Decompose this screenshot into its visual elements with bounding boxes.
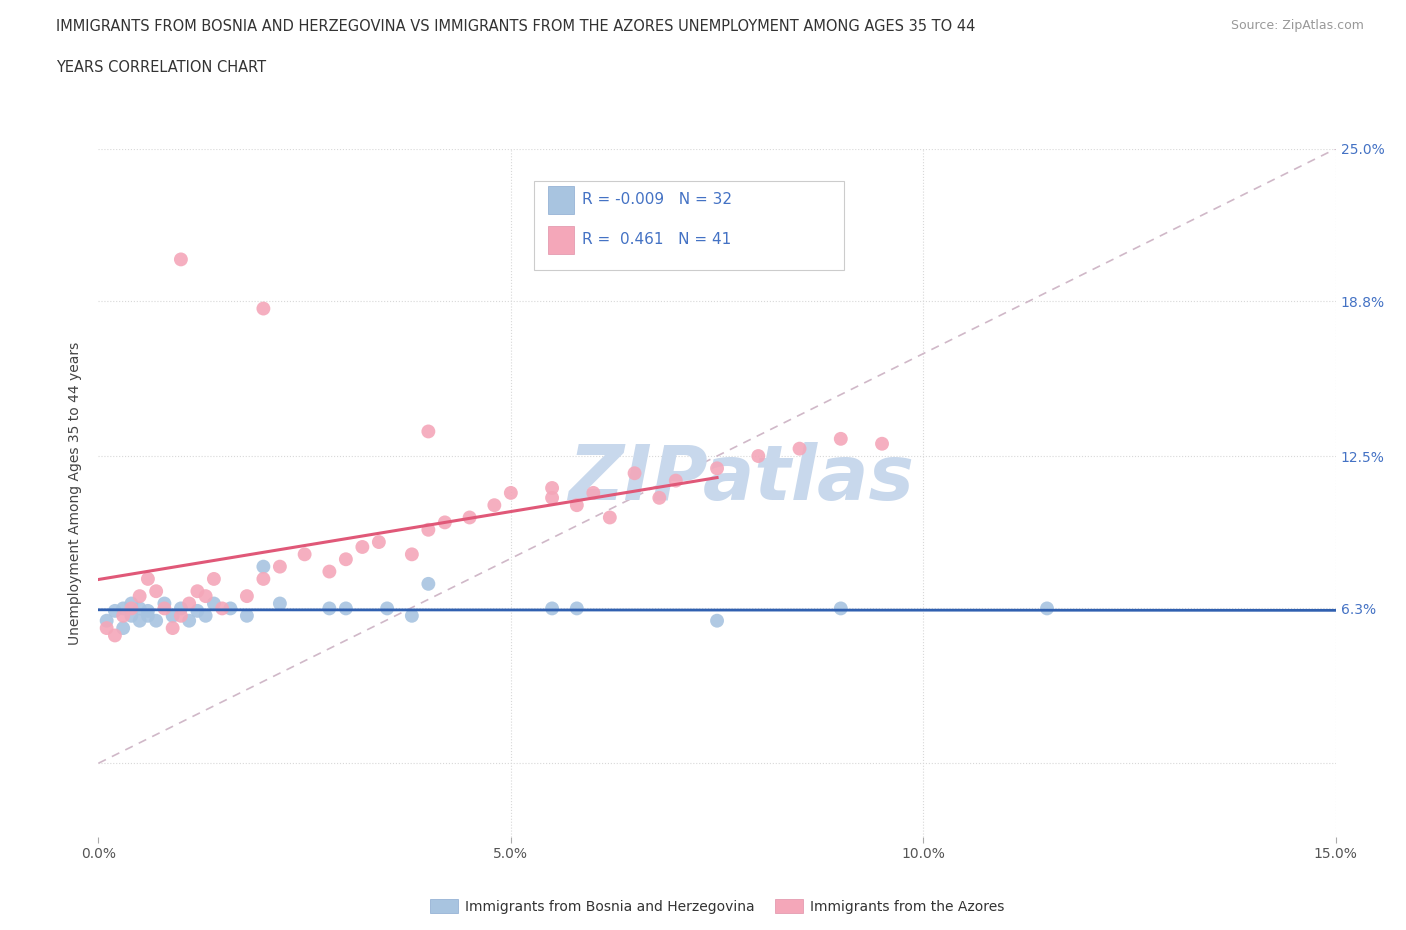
Point xyxy=(179,596,201,611)
Point xyxy=(318,601,340,616)
Text: Source: ZipAtlas.com: Source: ZipAtlas.com xyxy=(1230,19,1364,32)
Point xyxy=(565,498,588,512)
Point xyxy=(830,432,852,446)
Point xyxy=(104,604,127,618)
Point xyxy=(96,620,118,635)
Point xyxy=(170,601,193,616)
Point xyxy=(145,613,167,628)
Point xyxy=(202,572,225,587)
Point xyxy=(236,589,259,604)
Point xyxy=(665,473,688,488)
Point xyxy=(747,448,769,463)
Point xyxy=(120,608,142,623)
Point xyxy=(418,424,440,439)
Point xyxy=(128,601,150,616)
Point xyxy=(136,572,159,587)
Point xyxy=(706,461,728,476)
Point xyxy=(269,559,291,574)
Point xyxy=(352,539,374,554)
Point xyxy=(565,601,588,616)
Point xyxy=(162,620,184,635)
Point xyxy=(120,596,142,611)
Point xyxy=(318,565,340,579)
Point xyxy=(236,608,259,623)
Point xyxy=(789,441,811,456)
Point xyxy=(1036,601,1059,616)
Point xyxy=(162,608,184,623)
Point xyxy=(335,601,357,616)
Point xyxy=(433,515,456,530)
Point xyxy=(179,613,201,628)
Point xyxy=(112,620,135,635)
Point xyxy=(170,252,193,267)
Point xyxy=(153,596,176,611)
Point xyxy=(541,481,564,496)
Point xyxy=(252,572,274,587)
Point xyxy=(136,604,159,618)
Point xyxy=(170,608,193,623)
Point xyxy=(136,608,159,623)
Point xyxy=(870,436,893,451)
Point xyxy=(128,589,150,604)
Point xyxy=(648,490,671,505)
Point xyxy=(252,301,274,316)
Text: YEARS CORRELATION CHART: YEARS CORRELATION CHART xyxy=(56,60,266,75)
Text: R =  0.461   N = 41: R = 0.461 N = 41 xyxy=(582,232,731,247)
Point xyxy=(211,601,233,616)
Legend: Immigrants from Bosnia and Herzegovina, Immigrants from the Azores: Immigrants from Bosnia and Herzegovina, … xyxy=(425,894,1010,920)
Point xyxy=(335,551,357,566)
Point xyxy=(269,596,291,611)
Point xyxy=(599,510,621,525)
Point xyxy=(194,608,217,623)
Point xyxy=(112,601,135,616)
Point xyxy=(582,485,605,500)
Point xyxy=(706,613,728,628)
Point xyxy=(252,559,274,574)
Point xyxy=(186,584,208,599)
Point xyxy=(120,601,142,616)
Point xyxy=(418,577,440,591)
Point xyxy=(219,601,242,616)
Point xyxy=(375,601,398,616)
Point xyxy=(541,601,564,616)
Point xyxy=(484,498,506,512)
Point xyxy=(194,589,217,604)
Point xyxy=(294,547,316,562)
Point xyxy=(112,608,135,623)
Point xyxy=(145,584,167,599)
Point xyxy=(458,510,481,525)
Point xyxy=(541,490,564,505)
Point xyxy=(186,604,208,618)
Point xyxy=(499,485,522,500)
Text: R = -0.009   N = 32: R = -0.009 N = 32 xyxy=(582,193,733,207)
Point xyxy=(104,628,127,643)
Point xyxy=(367,535,389,550)
Point xyxy=(401,547,423,562)
Point xyxy=(623,466,645,481)
Text: ZIPatlas: ZIPatlas xyxy=(569,442,915,516)
Point xyxy=(418,523,440,538)
Y-axis label: Unemployment Among Ages 35 to 44 years: Unemployment Among Ages 35 to 44 years xyxy=(69,341,83,644)
Text: IMMIGRANTS FROM BOSNIA AND HERZEGOVINA VS IMMIGRANTS FROM THE AZORES UNEMPLOYMEN: IMMIGRANTS FROM BOSNIA AND HERZEGOVINA V… xyxy=(56,19,976,33)
Point xyxy=(153,601,176,616)
Point xyxy=(401,608,423,623)
Point xyxy=(96,613,118,628)
Point xyxy=(128,613,150,628)
Point xyxy=(202,596,225,611)
Point xyxy=(830,601,852,616)
